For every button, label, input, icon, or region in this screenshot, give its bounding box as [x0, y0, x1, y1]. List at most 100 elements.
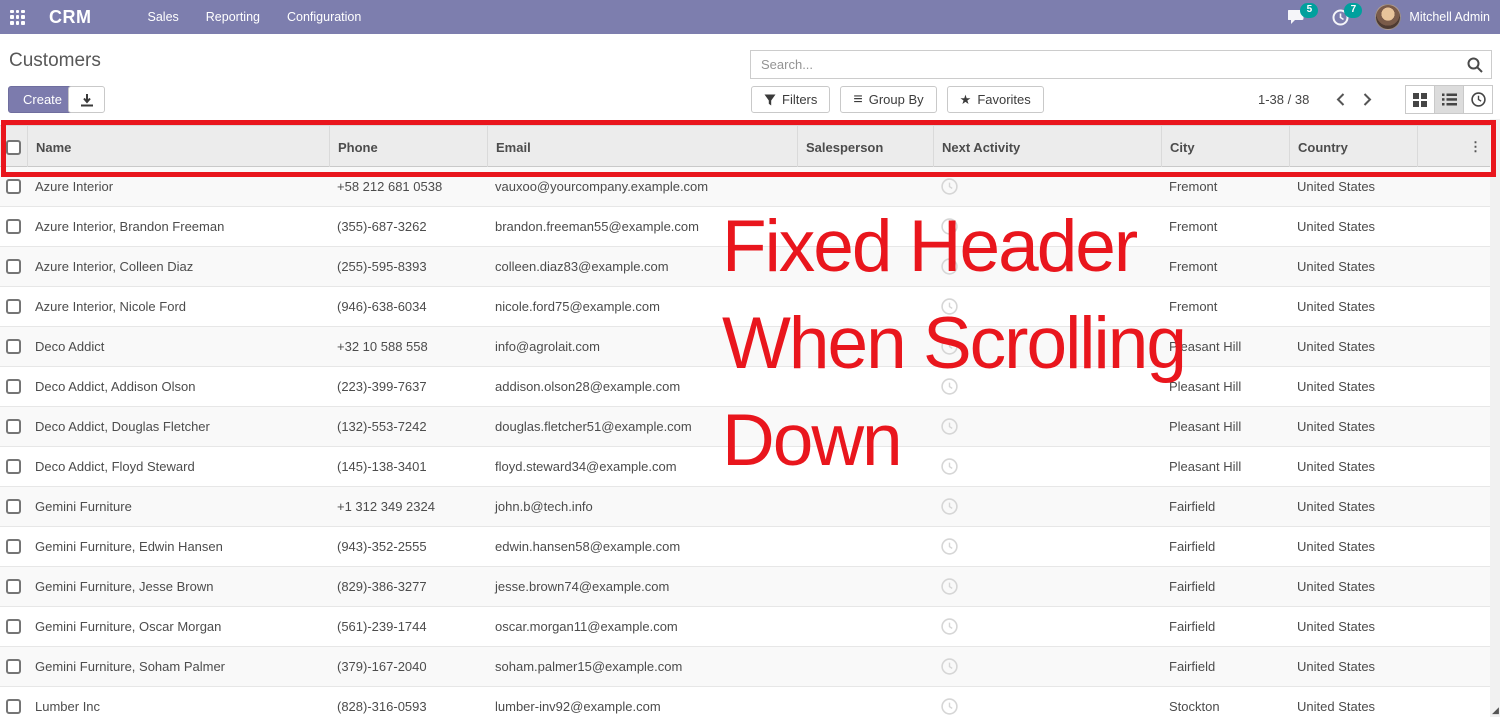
cell-country[interactable]: United States: [1297, 219, 1376, 234]
cell-city[interactable]: Pleasant Hill: [1169, 379, 1242, 394]
cell-city[interactable]: Pleasant Hill: [1169, 339, 1242, 354]
cell-city[interactable]: Pleasant Hill: [1169, 419, 1242, 434]
cell-name[interactable]: Deco Addict, Floyd Steward: [35, 459, 195, 474]
cell-phone[interactable]: +1 312 349 2324: [337, 499, 435, 514]
search-icon[interactable]: [1467, 57, 1483, 73]
cell-name[interactable]: Gemini Furniture, Oscar Morgan: [35, 619, 222, 634]
row-checkbox[interactable]: [6, 699, 21, 714]
cell-name[interactable]: Deco Addict, Addison Olson: [35, 379, 196, 394]
cell-name[interactable]: Deco Addict, Douglas Fletcher: [35, 419, 210, 434]
row-checkbox[interactable]: [6, 179, 21, 194]
pager-previous-button[interactable]: [1327, 93, 1354, 106]
row-checkbox[interactable]: [6, 619, 21, 634]
cell-city[interactable]: Fairfield: [1169, 619, 1216, 634]
table-row[interactable]: Gemini Furniture, Edwin Hansen (943)-352…: [0, 527, 1490, 567]
cell-name[interactable]: Lumber Inc: [35, 699, 101, 714]
next-activity-clock-icon[interactable]: [941, 178, 958, 195]
cell-name[interactable]: Gemini Furniture: [35, 499, 132, 514]
cell-city[interactable]: Stockton: [1169, 699, 1220, 714]
cell-phone[interactable]: (355)-687-3262: [337, 219, 427, 234]
activities-button[interactable]: 7: [1332, 2, 1363, 26]
menu-configuration[interactable]: Configuration: [286, 10, 362, 24]
row-checkbox[interactable]: [6, 339, 21, 354]
cell-city[interactable]: Fremont: [1169, 219, 1218, 234]
export-button[interactable]: [68, 86, 105, 113]
menu-sales[interactable]: Sales: [147, 10, 179, 24]
cell-phone[interactable]: (379)-167-2040: [337, 659, 427, 674]
messages-button[interactable]: 5: [1288, 3, 1319, 25]
cell-phone[interactable]: (255)-595-8393: [337, 259, 427, 274]
search-input[interactable]: [751, 51, 1491, 78]
column-header-name[interactable]: Name: [27, 126, 329, 168]
cell-next-activity[interactable]: [933, 658, 1161, 675]
column-header-salesperson[interactable]: Salesperson: [797, 126, 933, 168]
row-checkbox[interactable]: [6, 419, 21, 434]
next-activity-clock-icon[interactable]: [941, 458, 958, 475]
row-checkbox[interactable]: [6, 539, 21, 554]
cell-city[interactable]: Pleasant Hill: [1169, 459, 1242, 474]
filters-button[interactable]: Filters: [751, 86, 831, 113]
cell-email[interactable]: colleen.diaz83@example.com: [495, 259, 669, 274]
cell-name[interactable]: Deco Addict: [35, 339, 105, 354]
cell-next-activity[interactable]: [933, 338, 1161, 355]
cell-city[interactable]: Fremont: [1169, 259, 1218, 274]
cell-phone[interactable]: +32 10 588 558: [337, 339, 428, 354]
vertical-scrollbar[interactable]: [1490, 119, 1500, 717]
table-row[interactable]: Deco Addict, Floyd Steward (145)-138-340…: [0, 447, 1490, 487]
column-header-country[interactable]: Country: [1289, 126, 1417, 168]
table-row[interactable]: Azure Interior, Colleen Diaz (255)-595-8…: [0, 247, 1490, 287]
menu-reporting[interactable]: Reporting: [205, 10, 260, 24]
cell-next-activity[interactable]: [933, 578, 1161, 595]
row-checkbox[interactable]: [6, 459, 21, 474]
cell-email[interactable]: oscar.morgan11@example.com: [495, 619, 678, 634]
table-row[interactable]: Gemini Furniture, Jesse Brown (829)-386-…: [0, 567, 1490, 607]
app-title[interactable]: CRM: [49, 6, 92, 27]
table-row[interactable]: Azure Interior, Nicole Ford (946)-638-60…: [0, 287, 1490, 327]
cell-next-activity[interactable]: [933, 498, 1161, 515]
cell-country[interactable]: United States: [1297, 339, 1376, 354]
cell-name[interactable]: Azure Interior, Nicole Ford: [35, 299, 187, 314]
cell-email[interactable]: floyd.steward34@example.com: [495, 459, 677, 474]
cell-city[interactable]: Fremont: [1169, 179, 1218, 194]
cell-next-activity[interactable]: [933, 458, 1161, 475]
row-checkbox[interactable]: [6, 579, 21, 594]
next-activity-clock-icon[interactable]: [941, 418, 958, 435]
table-row[interactable]: Deco Addict, Addison Olson (223)-399-763…: [0, 367, 1490, 407]
cell-phone[interactable]: (828)-316-0593: [337, 699, 427, 714]
cell-phone[interactable]: (561)-239-1744: [337, 619, 427, 634]
cell-email[interactable]: nicole.ford75@example.com: [495, 299, 660, 314]
cell-country[interactable]: United States: [1297, 299, 1376, 314]
cell-country[interactable]: United States: [1297, 659, 1376, 674]
table-row[interactable]: Gemini Furniture, Oscar Morgan (561)-239…: [0, 607, 1490, 647]
cell-phone[interactable]: (829)-386-3277: [337, 579, 427, 594]
next-activity-clock-icon[interactable]: [941, 498, 958, 515]
table-row[interactable]: Deco Addict, Douglas Fletcher (132)-553-…: [0, 407, 1490, 447]
cell-name[interactable]: Gemini Furniture, Jesse Brown: [35, 579, 214, 594]
user-name[interactable]: Mitchell Admin: [1409, 10, 1490, 24]
row-checkbox[interactable]: [6, 299, 21, 314]
cell-next-activity[interactable]: [933, 378, 1161, 395]
user-avatar[interactable]: [1375, 4, 1402, 30]
scrollbar-bottom-artifact[interactable]: ◢: [1492, 705, 1499, 715]
cell-next-activity[interactable]: [933, 618, 1161, 635]
cell-country[interactable]: United States: [1297, 499, 1376, 514]
table-row[interactable]: Deco Addict +32 10 588 558 info@agrolait…: [0, 327, 1490, 367]
cell-phone[interactable]: (946)-638-6034: [337, 299, 427, 314]
activity-view-button[interactable]: [1463, 85, 1493, 114]
apps-menu-icon[interactable]: [10, 9, 25, 25]
next-activity-clock-icon[interactable]: [941, 658, 958, 675]
select-all-checkbox[interactable]: [6, 139, 21, 155]
create-button[interactable]: Create: [8, 86, 78, 113]
cell-country[interactable]: United States: [1297, 579, 1376, 594]
cell-email[interactable]: brandon.freeman55@example.com: [495, 219, 699, 234]
next-activity-clock-icon[interactable]: [941, 338, 958, 355]
cell-email[interactable]: jesse.brown74@example.com: [495, 579, 670, 594]
cell-email[interactable]: vauxoo@yourcompany.example.com: [495, 179, 709, 194]
row-checkbox[interactable]: [6, 659, 21, 674]
table-row[interactable]: Lumber Inc (828)-316-0593 lumber-inv92@e…: [0, 687, 1490, 717]
table-row[interactable]: Gemini Furniture +1 312 349 2324 john.b@…: [0, 487, 1490, 527]
cell-country[interactable]: United States: [1297, 179, 1376, 194]
row-checkbox[interactable]: [6, 379, 21, 394]
cell-next-activity[interactable]: [933, 538, 1161, 555]
next-activity-clock-icon[interactable]: [941, 378, 958, 395]
